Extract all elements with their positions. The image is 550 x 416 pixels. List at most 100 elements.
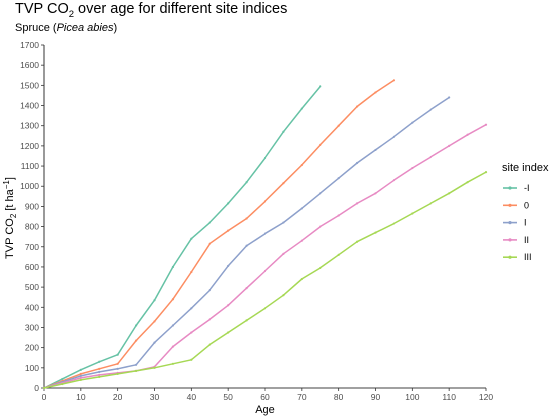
- data-point: [79, 374, 82, 377]
- data-point: [171, 324, 175, 327]
- data-point: [245, 217, 248, 220]
- data-point: [153, 366, 156, 369]
- x-tick-label: 30: [150, 392, 160, 402]
- x-tick-label: 40: [187, 392, 197, 402]
- data-point: [411, 212, 414, 215]
- data-point: [411, 166, 414, 170]
- data-point: [300, 163, 303, 167]
- data-point: [319, 225, 322, 228]
- y-tick-label: 900: [25, 201, 39, 211]
- x-tick-label: 80: [334, 392, 344, 402]
- data-point: [153, 299, 156, 302]
- y-tick-label: 1500: [20, 80, 39, 90]
- data-point: [466, 181, 469, 184]
- data-point: [190, 307, 193, 310]
- y-tick-label: 1700: [20, 40, 39, 50]
- legend-key-point: [508, 238, 512, 242]
- data-point: [263, 200, 267, 203]
- y-tick-label: 100: [25, 363, 39, 373]
- data-point: [374, 231, 377, 234]
- y-tick-label: 700: [25, 242, 39, 252]
- y-tick-label: 200: [25, 343, 39, 353]
- data-point: [190, 270, 193, 274]
- legend-label--I: -I: [524, 183, 530, 193]
- data-point: [134, 369, 138, 372]
- data-point: [227, 304, 230, 307]
- x-tick-label: 110: [442, 392, 456, 402]
- data-point: [79, 368, 82, 371]
- x-tick-label: 90: [371, 392, 381, 402]
- data-point: [208, 221, 211, 224]
- series-line-0: [43, 79, 395, 389]
- y-tick-label: 1200: [20, 141, 39, 151]
- data-point: [245, 181, 248, 184]
- data-point: [98, 375, 101, 379]
- y-tick-label: 800: [25, 222, 39, 232]
- data-point: [134, 363, 138, 366]
- data-point: [245, 319, 248, 322]
- axes: 0 10 20 30 40 50 60 70 80 90 100 110 120010020030040…: [20, 40, 493, 402]
- x-tick-label: 20: [113, 392, 123, 402]
- data-point: [282, 182, 285, 185]
- y-tick-label: 1000: [20, 181, 39, 191]
- y-tick-label: 300: [25, 322, 39, 332]
- data-point: [319, 143, 322, 146]
- data-point: [98, 360, 101, 363]
- legend-key-point: [508, 186, 512, 190]
- data-point: [300, 239, 303, 242]
- data-point: [392, 79, 396, 82]
- data-point: [374, 91, 377, 94]
- data-point: [61, 382, 64, 386]
- legend-label-II: II: [524, 235, 529, 245]
- y-tick-label: 0: [34, 383, 39, 393]
- data-point: [98, 373, 101, 376]
- data-point: [374, 192, 377, 195]
- data-point: [429, 202, 432, 205]
- data-point: [300, 207, 303, 210]
- x-axis-title: Age: [255, 404, 275, 416]
- data-point: [355, 240, 359, 243]
- x-tick-label: 50: [223, 392, 233, 402]
- data-point: [263, 156, 267, 160]
- data-point: [300, 277, 303, 281]
- y-tick-label: 1100: [21, 161, 40, 171]
- data-point: [171, 298, 175, 301]
- legend-label-0: 0: [524, 200, 529, 210]
- data-point: [208, 289, 211, 292]
- data-point: [392, 135, 396, 138]
- data-point: [116, 372, 119, 375]
- data-point: [116, 353, 119, 356]
- data-point: [282, 221, 285, 224]
- y-tick-label: 1400: [20, 101, 39, 111]
- data-point: [282, 130, 285, 133]
- data-point: [42, 386, 46, 390]
- plot-area: [42, 79, 488, 390]
- data-point: [282, 294, 285, 297]
- data-point: [300, 107, 303, 110]
- data-point: [337, 253, 340, 256]
- data-point: [208, 343, 211, 346]
- legend-label-I: I: [524, 218, 527, 228]
- legend-key-point: [508, 221, 512, 225]
- y-axis-title: TVP CO2 [t ha−1]: [2, 177, 18, 259]
- y-tick-label: 600: [25, 262, 39, 272]
- data-point: [116, 367, 119, 370]
- data-point: [319, 192, 322, 195]
- data-point: [337, 177, 340, 180]
- data-point: [355, 105, 359, 108]
- data-point: [153, 320, 156, 323]
- data-point: [429, 108, 432, 111]
- legend-label-III: III: [524, 252, 532, 262]
- legend-title: site index: [502, 162, 549, 174]
- data-point: [79, 378, 82, 382]
- data-point: [282, 252, 285, 255]
- data-point: [134, 324, 138, 327]
- data-point: [208, 318, 211, 321]
- series-line--I: [43, 85, 321, 389]
- data-point: [245, 244, 248, 247]
- data-point: [484, 123, 488, 126]
- data-point: [171, 265, 175, 269]
- data-point: [374, 148, 377, 152]
- data-point: [98, 370, 101, 373]
